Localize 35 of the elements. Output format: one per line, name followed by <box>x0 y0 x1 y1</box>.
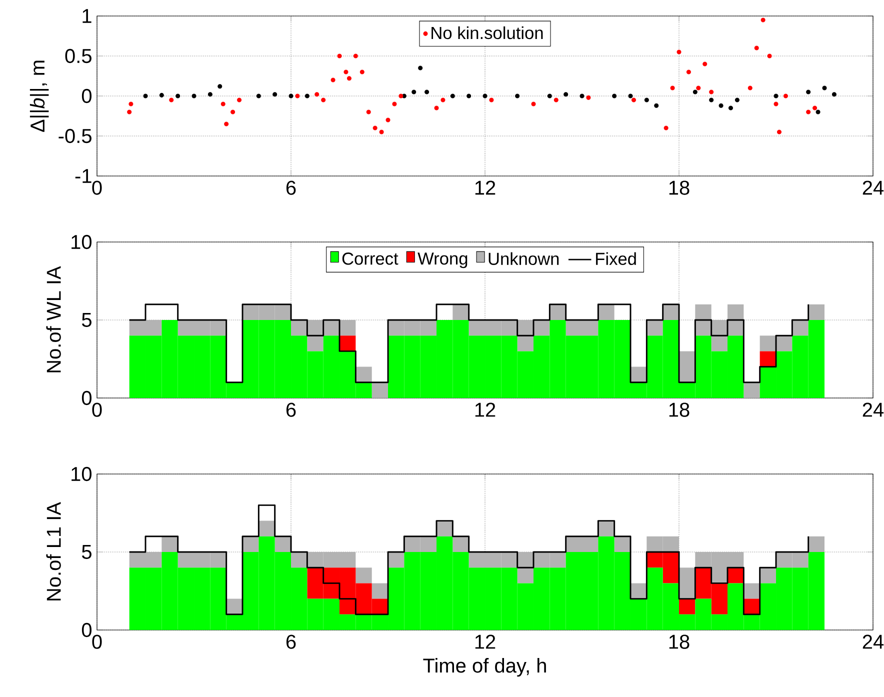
x-tick-label: 0 <box>92 180 102 195</box>
x-tick-label: 0 <box>92 634 102 649</box>
legend-label: No kin.solution <box>432 26 543 40</box>
x-tick-label: 24 <box>862 634 884 649</box>
x-tick-label: 12 <box>475 402 496 417</box>
x-tick-label: 12 <box>475 180 496 195</box>
x-tick-label: 18 <box>669 634 690 649</box>
x-tick-label: 0 <box>92 402 102 417</box>
x-tick-label: 18 <box>669 180 690 195</box>
x-tick-label: 24 <box>862 180 884 195</box>
legend-label: Correct <box>342 252 398 265</box>
y-tick-label: 5 <box>82 545 92 559</box>
legend-label: Unknown <box>488 252 559 266</box>
y-axis-title: No.of WL IA <box>46 266 61 372</box>
y-tick-label: 0 <box>82 88 92 104</box>
x-tick-label: 18 <box>669 402 690 417</box>
legend-label: Wrong <box>418 252 468 268</box>
x-tick-label: 6 <box>286 402 296 417</box>
y-tick-label: 0 <box>82 622 92 638</box>
x-tick-label: 12 <box>475 634 496 649</box>
legend-label: Fixed <box>596 252 636 266</box>
y-tick-label: -0.5 <box>58 128 92 144</box>
y-axis-title: Δ||b||, m <box>30 60 49 132</box>
x-tick-label: 6 <box>286 180 296 195</box>
x-tick-label: 6 <box>286 634 296 649</box>
x-axis-title: Time of day, h <box>423 658 546 677</box>
y-tick-label: 0 <box>82 390 92 406</box>
x-tick-label: 24 <box>862 402 884 417</box>
y-tick-label: 1 <box>82 9 92 23</box>
y-tick-label: 5 <box>82 313 92 327</box>
y-tick-label: 10 <box>72 466 92 482</box>
y-axis-title: No.of L1 IA <box>46 502 61 600</box>
y-tick-label: 10 <box>72 234 92 250</box>
y-tick-label: 0.5 <box>65 48 92 64</box>
y-tick-label: -1 <box>75 169 92 183</box>
